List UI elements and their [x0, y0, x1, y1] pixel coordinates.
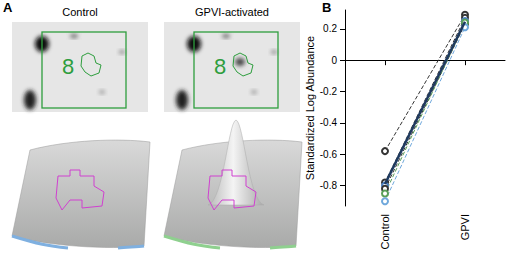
- svg-text:8: 8: [62, 54, 74, 79]
- svg-text:8: 8: [214, 54, 226, 79]
- svg-text:-0.8: -0.8: [320, 180, 338, 191]
- svg-text:GPVI-activated: GPVI-activated: [195, 6, 269, 18]
- svg-text:B: B: [322, 0, 331, 15]
- svg-text:-0.6: -0.6: [320, 149, 338, 160]
- svg-text:-0.2: -0.2: [320, 86, 338, 97]
- svg-text:0.2: 0.2: [323, 23, 337, 34]
- svg-text:0: 0: [331, 55, 337, 66]
- svg-text:Control: Control: [62, 6, 97, 18]
- svg-text:A: A: [3, 0, 13, 15]
- svg-text:-0.4: -0.4: [320, 117, 338, 128]
- svg-text:GPVI: GPVI: [459, 214, 471, 240]
- svg-text:Control: Control: [379, 214, 391, 249]
- svg-text:Standardized Log Abundance: Standardized Log Abundance: [304, 36, 316, 180]
